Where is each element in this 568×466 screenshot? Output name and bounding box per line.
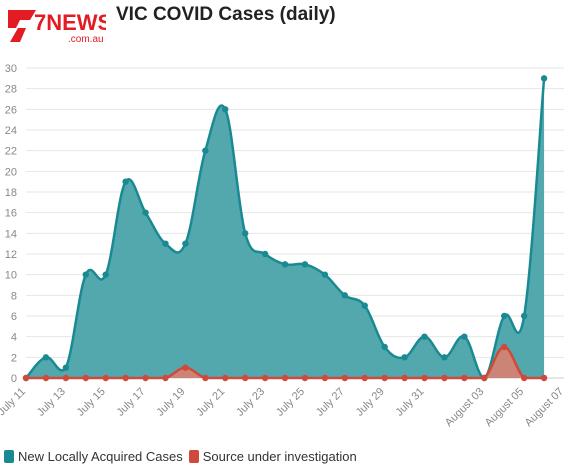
- data-point: [42, 354, 50, 361]
- data-point: [381, 343, 388, 351]
- data-point: [540, 374, 548, 382]
- series-area-0: [26, 78, 545, 378]
- data-point: [301, 374, 309, 382]
- data-point: [421, 374, 428, 382]
- data-point: [202, 147, 209, 154]
- x-tick-label: July 15: [75, 386, 108, 419]
- x-tick-label: July 11: [0, 386, 28, 419]
- data-point: [321, 374, 329, 382]
- data-point: [241, 374, 249, 382]
- y-tick-label: 2: [11, 352, 17, 364]
- data-point: [401, 374, 408, 382]
- series-area-1: [26, 347, 545, 378]
- x-tick-label: July 23: [234, 386, 267, 419]
- y-tick-label: 18: [5, 187, 17, 199]
- y-tick-label: 16: [5, 208, 17, 220]
- data-point: [42, 374, 50, 382]
- svg-text:.com.au: .com.au: [68, 34, 104, 45]
- x-tick-label: July 31: [394, 386, 427, 419]
- x-tick-label: August 07: [523, 386, 567, 430]
- data-point: [321, 271, 329, 278]
- 7news-logo: 7NEWS .com.au: [8, 10, 106, 45]
- data-point: [441, 374, 448, 382]
- data-point: [82, 271, 89, 278]
- data-point: [361, 374, 368, 382]
- legend: New Locally Acquired Cases Source under …: [4, 449, 363, 464]
- x-tick-label: July 17: [115, 386, 148, 419]
- data-point: [341, 292, 349, 299]
- data-point: [301, 261, 309, 268]
- x-tick-label: July 19: [154, 386, 187, 419]
- data-point: [162, 374, 169, 382]
- data-point: [102, 271, 109, 278]
- y-tick-label: 14: [5, 228, 17, 240]
- data-point: [520, 374, 528, 382]
- data-point: [540, 75, 548, 82]
- data-point: [162, 240, 169, 247]
- legend-swatch-local: [4, 450, 14, 463]
- data-point: [461, 333, 468, 340]
- data-point: [361, 302, 368, 309]
- data-point: [62, 374, 70, 382]
- legend-item-local[interactable]: New Locally Acquired Cases: [4, 449, 183, 464]
- x-tick-label: July 21: [194, 386, 227, 419]
- x-tick-label: August 05: [483, 386, 527, 430]
- legend-swatch-investigation: [188, 450, 199, 463]
- y-tick-label: 8: [11, 290, 17, 302]
- data-point: [281, 261, 289, 268]
- data-point: [241, 230, 249, 237]
- svg-text:7NEWS: 7NEWS: [34, 10, 106, 35]
- x-tick-label: July 13: [35, 386, 68, 419]
- data-point: [222, 374, 229, 382]
- y-tick-label: 22: [5, 146, 17, 158]
- y-tick-label: 12: [5, 249, 17, 261]
- data-point: [142, 209, 149, 216]
- data-point: [281, 374, 289, 382]
- data-point: [102, 374, 109, 382]
- data-point: [22, 374, 30, 382]
- y-tick-label: 20: [5, 166, 17, 178]
- data-point: [182, 240, 189, 247]
- data-point: [421, 333, 428, 340]
- y-tick-label: 28: [5, 84, 17, 96]
- x-tick-label: July 25: [274, 386, 307, 419]
- data-point: [501, 312, 508, 320]
- data-point: [82, 374, 89, 382]
- y-tick-label: 0: [11, 373, 17, 385]
- data-point: [261, 374, 269, 382]
- data-point: [202, 374, 209, 382]
- legend-label-local: New Locally Acquired Cases: [18, 449, 183, 464]
- data-point: [481, 374, 488, 382]
- x-tick-label: August 03: [443, 386, 487, 430]
- data-point: [381, 374, 388, 382]
- data-point: [501, 343, 508, 351]
- x-tick-label: July 29: [354, 386, 387, 419]
- data-point: [122, 178, 129, 185]
- data-point: [441, 354, 448, 361]
- y-tick-label: 4: [11, 332, 17, 344]
- x-tick-label: July 27: [314, 386, 347, 419]
- y-tick-label: 6: [11, 311, 17, 323]
- y-tick-label: 10: [5, 270, 17, 282]
- data-point: [261, 250, 269, 258]
- legend-label-investigation: Source under investigation: [202, 449, 357, 464]
- data-point: [222, 106, 229, 113]
- data-point: [142, 374, 149, 382]
- data-point: [520, 312, 528, 320]
- data-point: [122, 374, 129, 382]
- legend-item-investigation[interactable]: Source under investigation: [188, 449, 357, 464]
- data-point: [461, 374, 468, 382]
- y-tick-label: 26: [5, 104, 17, 116]
- data-point: [341, 374, 349, 382]
- data-point: [62, 364, 70, 371]
- chart-title: VIC COVID Cases (daily): [116, 4, 336, 25]
- y-tick-label: 30: [5, 63, 17, 75]
- data-point: [182, 364, 189, 371]
- y-tick-label: 24: [5, 125, 17, 137]
- data-point: [401, 354, 408, 361]
